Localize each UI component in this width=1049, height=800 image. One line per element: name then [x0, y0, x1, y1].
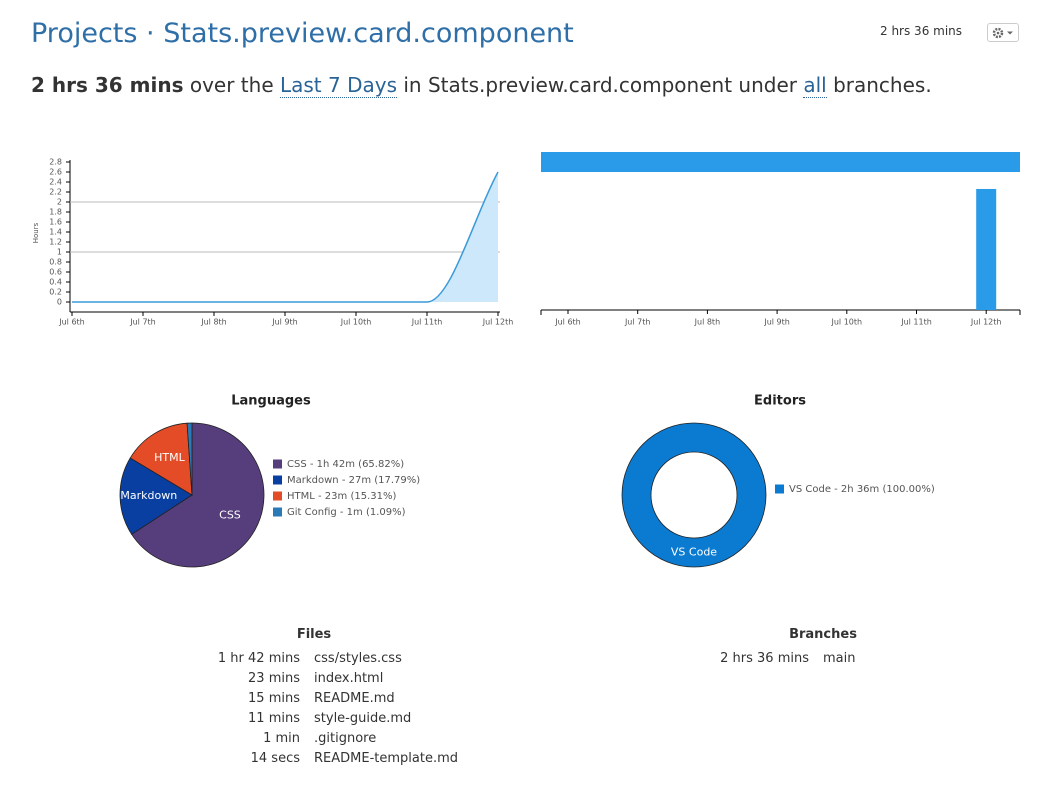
- duration-cell: 11 mins: [248, 711, 300, 726]
- slice-label: CSS: [219, 509, 241, 522]
- summary-text: under: [738, 73, 797, 97]
- y-tick-label: 0: [57, 298, 62, 307]
- bar: [976, 188, 997, 310]
- legend-label: CSS - 1h 42m (65.82%): [287, 459, 404, 470]
- area-fill: [72, 172, 498, 302]
- y-tick-label: 1.8: [49, 208, 62, 217]
- x-tick-label: Jul 6th: [554, 318, 581, 327]
- table-title: Files: [296, 627, 332, 642]
- summary: 2 hrs 36 mins over the Last 7 Days in St…: [31, 73, 932, 98]
- x-tick-label: Jul 7th: [129, 318, 156, 327]
- settings-button[interactable]: [987, 23, 1019, 42]
- slice-label: VS Code: [671, 546, 717, 559]
- x-tick-label: Jul 6th: [58, 318, 85, 327]
- y-tick-label: 1: [57, 248, 62, 257]
- summary-text: in: [403, 73, 422, 97]
- duration-cell: 14 secs: [250, 751, 300, 766]
- legend-label: Markdown - 27m (17.79%): [287, 475, 420, 486]
- y-axis-label: Hours: [32, 222, 40, 243]
- duration-cell: 15 mins: [248, 691, 300, 706]
- name-cell: css/styles.css: [314, 651, 402, 666]
- chart-title: Languages: [231, 394, 311, 409]
- range-link[interactable]: Last 7 Days: [279, 73, 397, 98]
- x-tick-label: Jul 10th: [831, 318, 863, 327]
- x-tick-label: Jul 8th: [200, 318, 227, 327]
- duration-cell: 23 mins: [248, 671, 300, 686]
- branches-link[interactable]: all: [803, 73, 827, 98]
- page-title: Projects · Stats.preview.card.component: [31, 18, 574, 49]
- name-cell: .gitignore: [314, 731, 377, 746]
- slice: [129, 422, 193, 496]
- legend-swatch: [273, 491, 282, 501]
- gear-icon: [992, 27, 1013, 39]
- y-tick-label: 2.8: [49, 158, 62, 167]
- area-line: [72, 171, 499, 303]
- x-tick-label: Jul 8th: [694, 318, 721, 327]
- legend-swatch: [775, 484, 784, 494]
- x-tick-label: Jul 11th: [900, 318, 932, 327]
- slice: [186, 422, 193, 496]
- slice: [131, 422, 265, 568]
- y-tick-label: 1.4: [49, 228, 62, 237]
- legend-label: VS Code - 2h 36m (100.00%): [789, 484, 935, 495]
- charts: 00.20.40.60.811.21.41.61.822.22.42.62.8 H…: [32, 152, 1021, 568]
- slice-label: Markdown: [120, 489, 177, 502]
- y-tick-label: 0.8: [49, 258, 62, 267]
- legend-swatch: [273, 459, 282, 469]
- summary-text: branches.: [833, 73, 932, 97]
- y-tick-label: 2.6: [49, 168, 62, 177]
- y-tick-label: 2.4: [49, 178, 62, 187]
- legend-label: Git Config - 1m (1.09%): [287, 507, 406, 518]
- x-tick-label: Jul 12th: [482, 318, 514, 327]
- duration-cell: 2 hrs 36 mins: [720, 651, 809, 666]
- breadcrumb-link[interactable]: Projects: [31, 18, 138, 49]
- y-tick-label: 1.2: [49, 238, 62, 247]
- summary-project: Stats.preview.card.component: [427, 73, 733, 97]
- duration-cell: 1 hr 42 mins: [217, 651, 300, 666]
- name-cell: README-template.md: [314, 751, 459, 766]
- y-tick-label: 1.6: [49, 218, 62, 227]
- y-tick-label: 2.2: [49, 188, 62, 197]
- summary-total: 2 hrs 36 mins: [31, 73, 184, 97]
- y-tick-label: 0.2: [49, 288, 62, 297]
- range-selector[interactable]: [541, 152, 1020, 172]
- y-tick-label: 2: [57, 198, 62, 207]
- name-cell: README.md: [314, 691, 395, 706]
- x-tick-label: Jul 11th: [411, 318, 443, 327]
- slice: [621, 422, 767, 568]
- table-title: Branches: [789, 627, 857, 642]
- x-tick-label: Jul 10th: [340, 318, 372, 327]
- chart-title: Editors: [754, 394, 806, 409]
- legend-swatch: [273, 475, 282, 485]
- x-tick-label: Jul 9th: [271, 318, 298, 327]
- name-cell: main: [823, 651, 856, 666]
- duration-cell: 1 min: [263, 731, 300, 746]
- legend-swatch: [273, 507, 282, 517]
- total-time: 2 hrs 36 mins: [880, 24, 963, 38]
- y-tick-label: 0.4: [49, 278, 62, 287]
- name-cell: style-guide.md: [314, 711, 412, 726]
- x-tick-label: Jul 7th: [624, 318, 651, 327]
- summary-text: over the: [189, 73, 274, 97]
- y-tick-label: 0.6: [49, 268, 62, 277]
- legend-label: HTML - 23m (15.31%): [287, 491, 396, 502]
- project-link[interactable]: Stats.preview.card.component: [163, 18, 574, 49]
- slice-label: HTML: [154, 451, 185, 464]
- x-tick-label: Jul 12th: [970, 318, 1002, 327]
- slice: [119, 457, 193, 535]
- name-cell: index.html: [314, 671, 384, 686]
- separator: ·: [146, 18, 155, 49]
- x-tick-label: Jul 9th: [763, 318, 790, 327]
